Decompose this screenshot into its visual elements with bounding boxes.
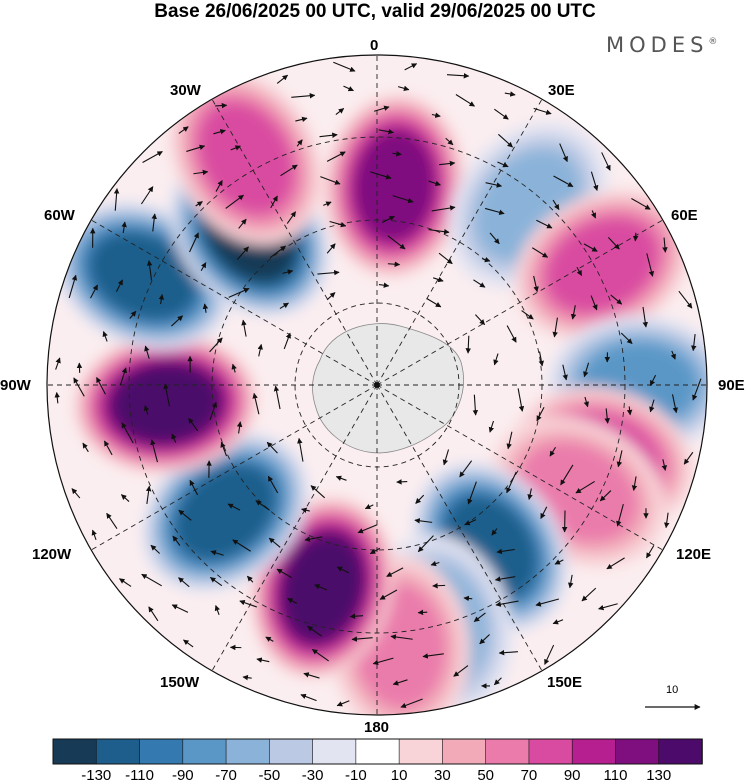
colorbar-tick-label: -70 (215, 767, 237, 784)
lon-label-60e: 60E (671, 207, 698, 224)
lon-label-30e: 30E (548, 82, 575, 99)
reference-vector-arrow (640, 700, 710, 714)
lon-label-120w: 120W (32, 546, 71, 563)
lon-label-90e: 90E (718, 377, 745, 394)
colorbar-tick-label: 50 (477, 767, 494, 784)
colorbar-tick-label: 10 (391, 767, 408, 784)
colorbar-tick-label: 130 (646, 767, 671, 784)
wind-vector-arrow (418, 612, 427, 613)
lon-label-180: 180 (364, 719, 389, 736)
colorbar-tick-label: -90 (172, 767, 194, 784)
south-pole-point (374, 382, 380, 388)
colorbar-tick-label: 90 (564, 767, 581, 784)
lon-label-90w: 90W (0, 377, 31, 394)
colorbar-tick-label: 30 (434, 767, 451, 784)
lon-label-150w: 150W (160, 674, 199, 691)
wind-vector-arrow (433, 585, 445, 586)
colorbar-tick-label: -130 (81, 767, 111, 784)
colorbar-tick-label: 70 (521, 767, 538, 784)
lon-label-30w: 30W (170, 82, 201, 99)
reference-vector-label: 10 (666, 684, 678, 696)
lon-label-120e: 120E (676, 546, 711, 563)
lon-label-60w: 60W (44, 207, 75, 224)
map-disc (30, 43, 731, 743)
colorbar-tick-label: -10 (345, 767, 367, 784)
lon-label-150e: 150E (547, 674, 582, 691)
wind-vector-arrow (635, 233, 636, 241)
colorbar-tick-label: -30 (302, 767, 324, 784)
wind-vector-arrow (215, 105, 227, 106)
colorbar-tick-label: -110 (125, 767, 154, 784)
colorbar-tick-label: -50 (258, 767, 280, 784)
lon-label-0: 0 (370, 37, 378, 54)
colorbar-tick-label: 110 (603, 767, 627, 784)
